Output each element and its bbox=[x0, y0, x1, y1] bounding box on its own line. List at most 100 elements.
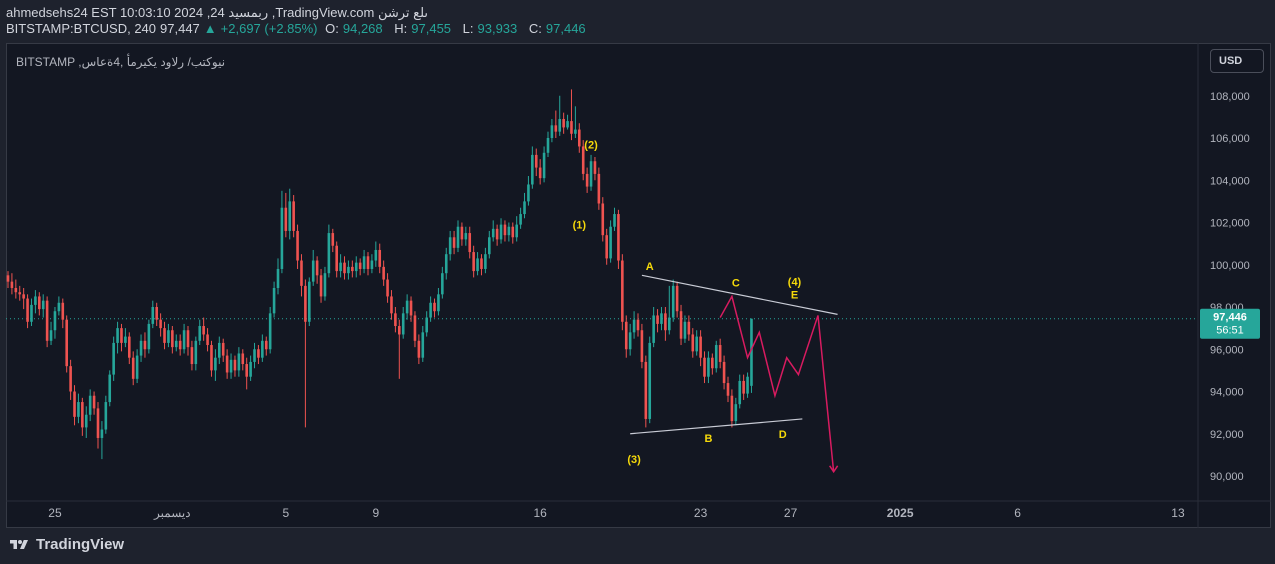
candle-body bbox=[116, 328, 119, 343]
chart-pane[interactable] bbox=[6, 43, 1271, 528]
x-tick-label: ديسمبر bbox=[153, 506, 191, 520]
tradingview-logo[interactable]: TradingView bbox=[8, 536, 124, 553]
candle-body bbox=[167, 330, 170, 343]
candle-body bbox=[750, 318, 753, 386]
candle-body bbox=[323, 273, 327, 297]
candle-body bbox=[464, 233, 468, 240]
candle-body bbox=[699, 336, 702, 358]
candle-body bbox=[264, 340, 268, 350]
candle-body bbox=[574, 129, 577, 134]
candle-body bbox=[679, 311, 683, 339]
candle-body bbox=[593, 161, 597, 174]
candle-body bbox=[143, 340, 147, 350]
candle-body bbox=[711, 357, 714, 369]
candle-body bbox=[378, 249, 382, 267]
candle-body bbox=[597, 173, 601, 204]
tradingview-logo-icon bbox=[10, 539, 28, 549]
candle-body bbox=[174, 340, 178, 348]
y-tick-label: 92,000 bbox=[1210, 429, 1244, 441]
price-tag-background bbox=[1200, 308, 1260, 339]
low-value: 93,933 bbox=[477, 21, 518, 36]
candle-body bbox=[558, 118, 562, 132]
candle-body bbox=[734, 404, 738, 422]
publish-info: ahmedsehs24 EST 10:03:10 2024 ,24 ربمسيد… bbox=[6, 5, 429, 20]
candle-body bbox=[401, 313, 405, 335]
x-tick-label: 6 bbox=[1014, 506, 1021, 520]
candle-body bbox=[81, 402, 84, 428]
candle-body bbox=[131, 357, 135, 379]
x-tick-label: 2025 bbox=[887, 506, 914, 520]
chart-header: ahmedsehs24 EST 10:03:10 2024 ,24 ربمسيد… bbox=[6, 5, 1275, 41]
candle-body bbox=[358, 262, 362, 269]
candle-body bbox=[566, 121, 569, 128]
candle-body bbox=[202, 326, 205, 335]
candle-body bbox=[534, 154, 538, 168]
candle-body bbox=[53, 311, 57, 331]
candle-body bbox=[554, 125, 558, 132]
candle-body bbox=[738, 380, 742, 405]
close-value: 97,446 bbox=[545, 21, 586, 36]
candle-body bbox=[714, 345, 718, 369]
wave-label: C bbox=[732, 278, 740, 290]
candle-body bbox=[69, 366, 72, 392]
candle-body bbox=[632, 319, 636, 333]
candle-body bbox=[339, 262, 342, 272]
wave-label: (4) bbox=[788, 277, 802, 289]
triangle-trendline bbox=[630, 418, 803, 435]
up-arrow-icon: ▲ bbox=[203, 21, 217, 36]
candle-body bbox=[92, 395, 96, 409]
price-tag-countdown: 56:51 bbox=[1216, 325, 1244, 337]
price-tag-value: 97,446 bbox=[1213, 312, 1247, 324]
open-value: 94,268 bbox=[342, 21, 383, 36]
candle-body bbox=[186, 330, 190, 348]
candle-body bbox=[327, 233, 331, 274]
candle-body bbox=[288, 201, 292, 231]
candle-body bbox=[644, 361, 648, 419]
x-tick-label: 23 bbox=[694, 506, 708, 520]
candle-body bbox=[499, 224, 503, 240]
candle-body bbox=[417, 340, 421, 358]
candle-body bbox=[300, 260, 303, 286]
candle-body bbox=[374, 249, 378, 261]
candle-body bbox=[413, 315, 417, 341]
y-tick-label: 104,000 bbox=[1210, 175, 1250, 187]
candle-body bbox=[218, 342, 221, 358]
candle-body bbox=[84, 414, 88, 428]
candle-body bbox=[284, 207, 288, 231]
wave-projection-path bbox=[719, 294, 835, 472]
candle-body bbox=[221, 342, 225, 356]
candle-body bbox=[18, 292, 22, 295]
wave-label: D bbox=[779, 429, 787, 441]
candle-body bbox=[648, 342, 652, 419]
candle-body bbox=[495, 228, 499, 240]
candle-body bbox=[444, 254, 448, 274]
candle-body bbox=[194, 340, 198, 365]
candle-body bbox=[351, 266, 354, 272]
candle-body bbox=[581, 146, 585, 174]
x-tick-label: 25 bbox=[48, 506, 62, 520]
currency-button[interactable]: USD bbox=[1210, 49, 1264, 73]
wave-label: (3) bbox=[627, 454, 641, 466]
wave-label: E bbox=[791, 289, 798, 301]
candle-body bbox=[104, 402, 108, 430]
high-label: H: bbox=[394, 21, 408, 36]
candle-body bbox=[452, 237, 456, 248]
candle-body bbox=[664, 313, 667, 331]
candlestick-chart[interactable]: 90,00092,00094,00096,00098,000100,000102… bbox=[6, 43, 1271, 528]
candle-body bbox=[49, 330, 53, 341]
candle-body bbox=[695, 336, 698, 352]
candle-body bbox=[507, 226, 511, 236]
candle-body bbox=[155, 307, 158, 320]
candle-body bbox=[687, 321, 691, 335]
triangle-trendline bbox=[641, 274, 838, 315]
low-label: L: bbox=[462, 21, 474, 36]
candle-body bbox=[272, 287, 276, 314]
candle-body bbox=[542, 152, 546, 179]
candle-body bbox=[476, 258, 479, 272]
candle-body bbox=[550, 125, 554, 138]
candle-body bbox=[460, 226, 464, 240]
candle-body bbox=[448, 237, 452, 255]
candle-body bbox=[14, 287, 18, 293]
candle-body bbox=[628, 332, 632, 350]
candle-body bbox=[605, 235, 608, 259]
